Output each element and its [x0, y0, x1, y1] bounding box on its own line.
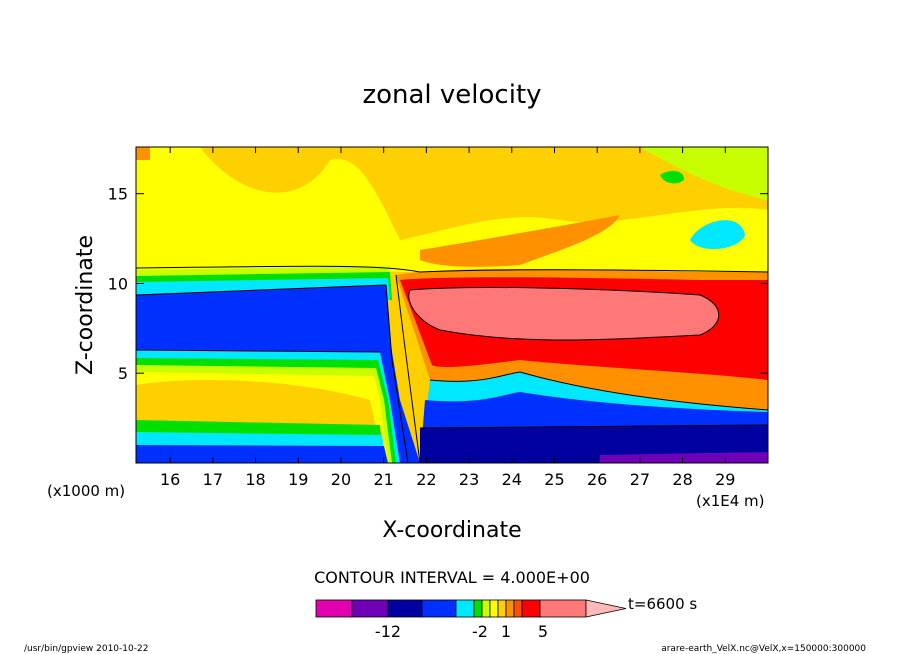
colorbar-swatch: [455, 599, 475, 618]
colorbar-swatch: [421, 599, 457, 618]
x-tick-label: 23: [459, 470, 479, 489]
x-tick-label: 28: [672, 470, 692, 489]
plot-field: [136, 147, 768, 463]
colorbar-tick-label: -12: [375, 622, 401, 641]
colorbar-arrow: [585, 599, 627, 618]
footer-right: arare-earth_VelX.nc@VelX,x=150000:300000: [661, 644, 866, 654]
colorbar-swatch: [513, 599, 523, 618]
x-tick-label: 29: [715, 470, 735, 489]
colorbar-swatch: [387, 599, 423, 618]
x-tick-label: 21: [373, 470, 393, 489]
x-tick-label: 18: [245, 470, 265, 489]
colorbar-swatch: [481, 599, 491, 618]
colorbar-tick-label: -2: [472, 622, 488, 641]
colorbar-swatch: [473, 599, 483, 618]
y-axis-label: Z-coordinate: [73, 235, 98, 375]
x-tick-label: 26: [587, 470, 607, 489]
colorbar-tick-label: 5: [538, 622, 548, 641]
x-unit-right: (x1E4 m): [696, 492, 765, 510]
y-tick-label: 15: [108, 185, 128, 204]
x-tick-label: 27: [630, 470, 650, 489]
footer-left: /usr/bin/gpview 2010-10-22: [24, 644, 148, 654]
x-axis: 16 17 18 19 20 21 22 23 24 25 26 27 28 29: [160, 147, 735, 489]
y-tick-label: 5: [118, 364, 128, 383]
x-tick-label: 20: [331, 470, 351, 489]
x-tick-label: 16: [160, 470, 180, 489]
colorbar-swatch: [539, 599, 587, 618]
colorbar-end-label: t=6600 s: [628, 595, 697, 613]
colorbar-swatch: [351, 599, 389, 618]
x-tick-label: 22: [416, 470, 436, 489]
y-tick-label: 10: [108, 274, 128, 293]
colorbar-swatch: [489, 599, 499, 618]
colorbar-swatch: [315, 599, 353, 618]
colorbar-swatch: [505, 599, 515, 618]
chart-title: zonal velocity: [362, 80, 541, 110]
y-axis: 5 10 15: [108, 185, 768, 383]
contour-interval: CONTOUR INTERVAL = 4.000E+00: [314, 568, 590, 587]
x-tick-label: 17: [203, 470, 223, 489]
x-unit-left: (x1000 m): [47, 482, 125, 500]
colorbar: t=6600 s -12 -2 1 5: [315, 595, 697, 641]
x-axis-label: X-coordinate: [382, 518, 521, 543]
x-tick-label: 24: [502, 470, 522, 489]
colorbar-tick-label: 1: [501, 622, 511, 641]
x-tick-label: 25: [544, 470, 564, 489]
x-tick-label: 19: [288, 470, 308, 489]
plot-frame: [135, 146, 769, 464]
colorbar-swatch: [497, 599, 507, 618]
colorbar-swatch: [521, 599, 541, 618]
